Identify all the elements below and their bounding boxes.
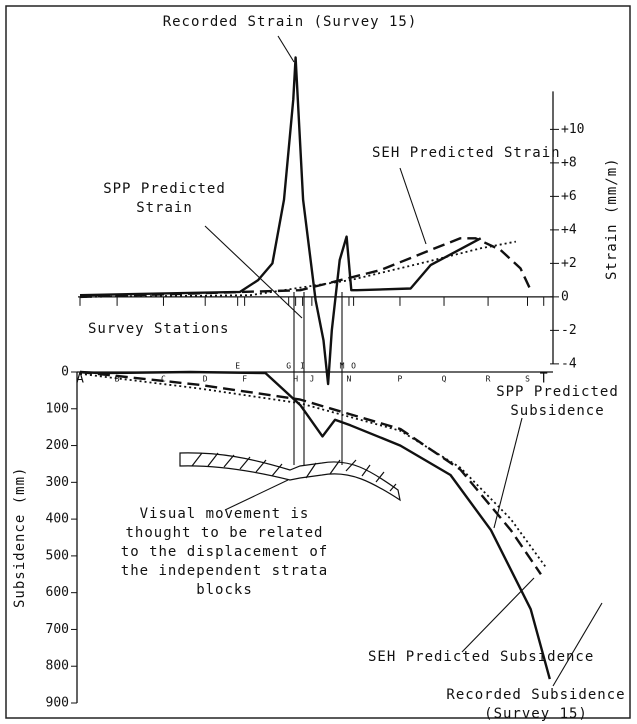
x-tick-label: O <box>351 362 356 371</box>
strata-sketch <box>180 453 400 500</box>
x-tick-label: G <box>286 362 291 371</box>
series-line <box>80 242 516 297</box>
x-tick-label: M <box>340 362 345 371</box>
frame <box>6 6 630 718</box>
y-tick-label: 0 <box>561 289 569 304</box>
y-tick-label: 900 <box>46 696 69 711</box>
y-tick-label: 700 <box>46 622 69 637</box>
annotation: Visual movement is thought to be related… <box>112 505 337 600</box>
series-label: SEH Predicted Strain <box>372 144 572 163</box>
x-tick-label: F <box>242 375 247 384</box>
y-tick-label: 400 <box>46 512 69 527</box>
pointer <box>278 36 294 62</box>
x-tick-label: J <box>309 375 314 384</box>
x-tick-label: N <box>347 375 352 384</box>
x-tick-label: Q <box>442 375 447 384</box>
series-label: SPP Predicted Subsidence <box>475 383 637 421</box>
y-tick-label: 200 <box>46 438 69 453</box>
y-tick-label: -4 <box>561 356 577 371</box>
y-axis-title: Subsidence (mm) <box>12 468 28 608</box>
y-axis-title: Strain (mm/m) <box>604 160 620 280</box>
y-tick-label: 500 <box>46 548 69 563</box>
x-tick-label: P <box>398 375 403 384</box>
series-label: Recorded Strain (Survey 15) <box>140 13 440 32</box>
y-tick-label: +6 <box>561 189 577 204</box>
x-tick-label: H <box>293 375 298 384</box>
pointer <box>462 578 534 652</box>
pointer <box>205 226 302 318</box>
pointer <box>494 418 522 528</box>
page: +10+8+6+4+20-2-4ABCDEFGHIJMNOPQRST010020… <box>0 0 637 724</box>
y-tick-label: 800 <box>46 659 69 674</box>
y-tick-label: 100 <box>46 401 69 416</box>
y-tick-label: 0 <box>61 365 69 380</box>
y-tick-label: +4 <box>561 222 577 237</box>
y-tick-label: +10 <box>561 122 584 137</box>
pointer <box>400 168 426 244</box>
y-tick-label: -2 <box>561 323 577 338</box>
series-label: Recorded Subsidence (Survey 15) <box>440 686 632 724</box>
x-tick-label: I <box>300 362 305 371</box>
y-tick-label: 600 <box>46 585 69 600</box>
y-tick-label: +2 <box>561 256 577 271</box>
x-tick-label: C <box>161 375 166 384</box>
x-tick-label: E <box>235 362 240 371</box>
series-label: SEH Predicted Subsidence <box>368 648 628 667</box>
y-tick-label: 300 <box>46 475 69 490</box>
x-tick-label: D <box>203 375 208 384</box>
x-axis-title: Survey Stations <box>88 320 288 339</box>
series-label: SPP Predicted Strain <box>92 180 237 218</box>
pointer <box>553 603 602 686</box>
chart: +10+8+6+4+20-2-4ABCDEFGHIJMNOPQRST010020… <box>0 0 637 724</box>
